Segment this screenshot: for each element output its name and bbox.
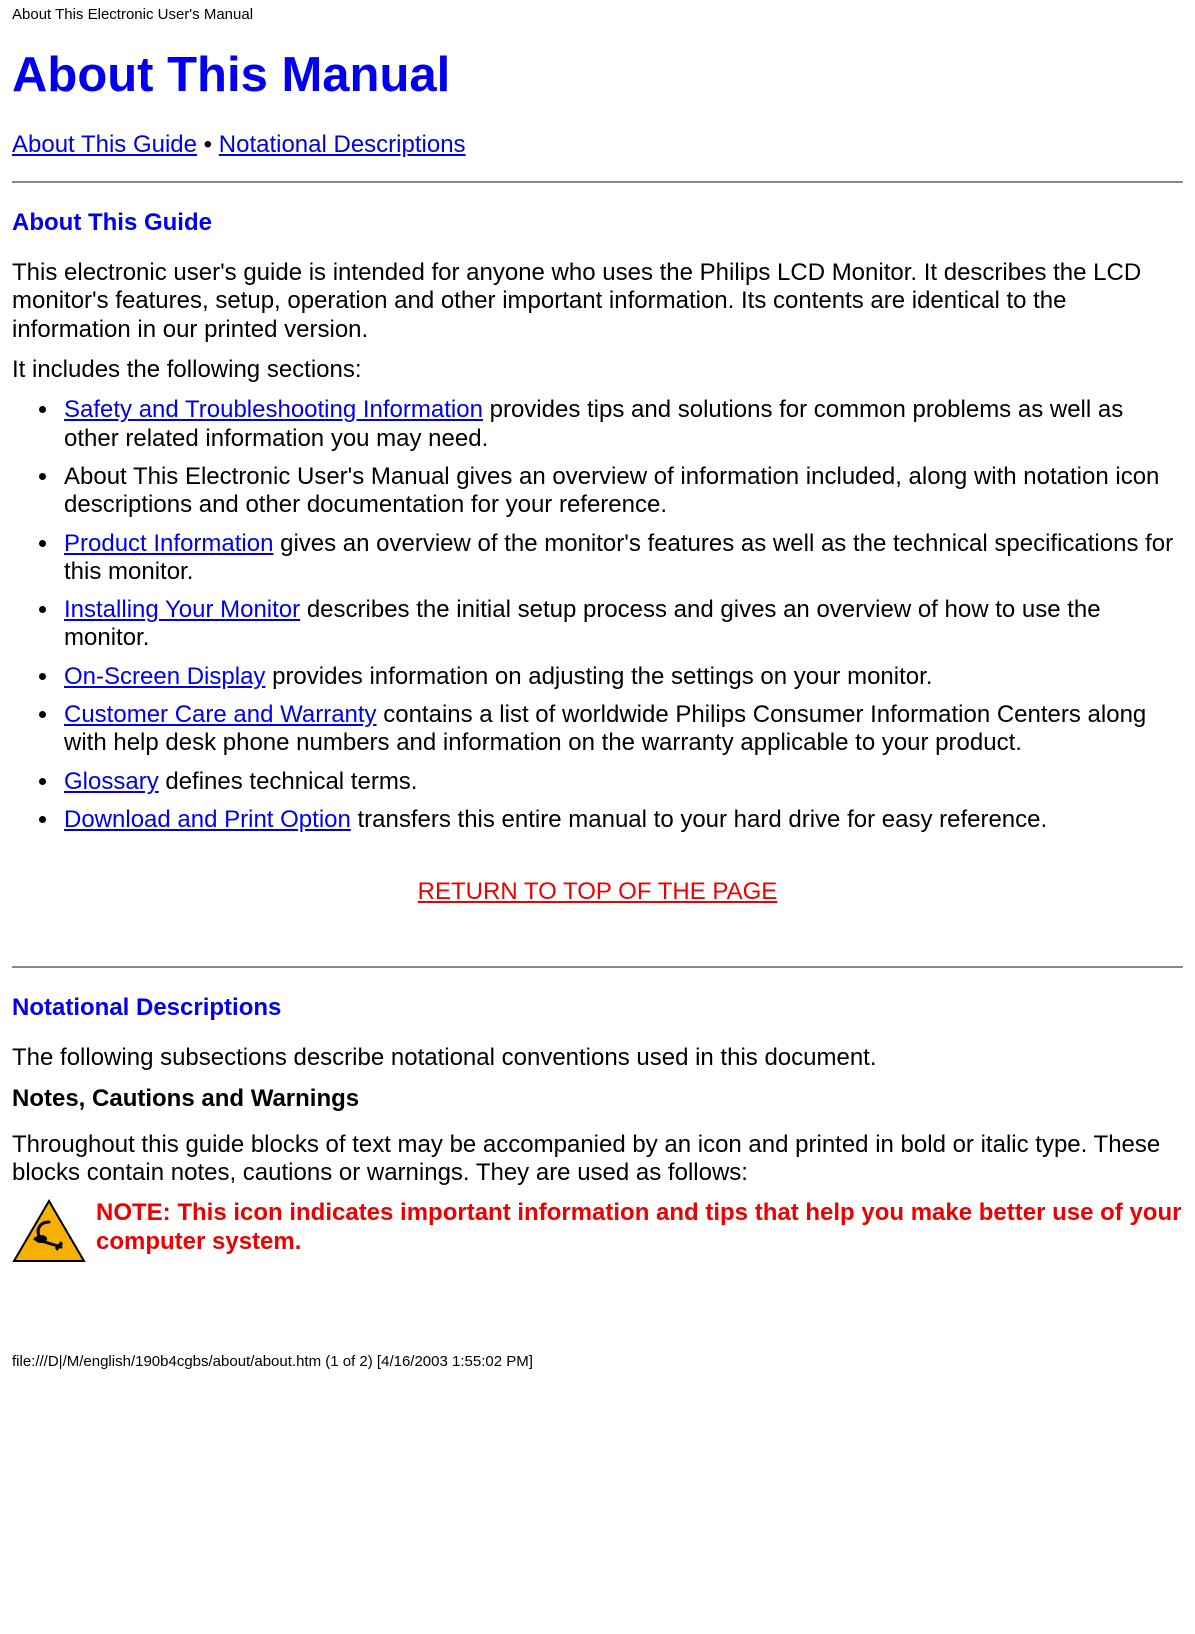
link-safety-troubleshooting[interactable]: Safety and Troubleshooting Information xyxy=(64,396,483,423)
list-item-text: About This Electronic User's Manual give… xyxy=(64,463,1159,518)
anchor-nav: About This Guide • Notational Descriptio… xyxy=(12,131,1183,159)
nav-link-about-guide[interactable]: About This Guide xyxy=(12,131,197,158)
section2-body: Throughout this guide blocks of text may… xyxy=(12,1131,1183,1188)
list-item: About This Electronic User's Manual give… xyxy=(60,463,1183,520)
section-heading-about-guide: About This Guide xyxy=(12,209,1183,237)
small-page-header: About This Electronic User's Manual xyxy=(12,6,1183,23)
return-to-top-wrap: RETURN TO TOP OF THE PAGE xyxy=(12,878,1183,906)
list-item-text: transfers this entire manual to your har… xyxy=(351,806,1047,833)
list-item: Customer Care and Warranty contains a li… xyxy=(60,701,1183,758)
link-installing-monitor[interactable]: Installing Your Monitor xyxy=(64,596,300,623)
section2-intro: The following subsections describe notat… xyxy=(12,1044,1183,1072)
return-to-top-link[interactable]: RETURN TO TOP OF THE PAGE xyxy=(418,878,778,905)
link-on-screen-display[interactable]: On-Screen Display xyxy=(64,663,265,690)
list-item: Installing Your Monitor describes the in… xyxy=(60,596,1183,653)
nav-link-notational[interactable]: Notational Descriptions xyxy=(219,131,466,158)
list-item-text: provides information on adjusting the se… xyxy=(265,663,932,690)
divider xyxy=(12,966,1183,968)
list-item: Glossary defines technical terms. xyxy=(60,768,1183,796)
list-item: Product Information gives an overview of… xyxy=(60,530,1183,587)
list-item-text: defines technical terms. xyxy=(159,768,418,795)
nav-separator: • xyxy=(197,131,219,158)
link-download-print[interactable]: Download and Print Option xyxy=(64,806,351,833)
section2-subheading: Notes, Cautions and Warnings xyxy=(12,1085,1183,1113)
note-block: NOTE: This icon indicates important info… xyxy=(12,1199,1183,1263)
page-title: About This Manual xyxy=(12,47,1183,103)
link-glossary[interactable]: Glossary xyxy=(64,768,159,795)
link-product-information[interactable]: Product Information xyxy=(64,530,273,557)
divider xyxy=(12,181,1183,183)
note-warning-icon xyxy=(12,1199,86,1263)
note-text: NOTE: This icon indicates important info… xyxy=(96,1199,1183,1256)
section1-list: Safety and Troubleshooting Information p… xyxy=(60,396,1183,834)
page-root: About This Electronic User's Manual Abou… xyxy=(0,6,1195,1400)
section1-lead: It includes the following sections: xyxy=(12,356,1183,384)
list-item: Download and Print Option transfers this… xyxy=(60,806,1183,834)
link-customer-care-warranty[interactable]: Customer Care and Warranty xyxy=(64,701,377,728)
list-item: Safety and Troubleshooting Information p… xyxy=(60,396,1183,453)
footer-file-path: file:///D|/M/english/190b4cgbs/about/abo… xyxy=(12,1353,1183,1370)
section1-intro: This electronic user's guide is intended… xyxy=(12,259,1183,344)
list-item: On-Screen Display provides information o… xyxy=(60,663,1183,691)
section-heading-notational: Notational Descriptions xyxy=(12,994,1183,1022)
